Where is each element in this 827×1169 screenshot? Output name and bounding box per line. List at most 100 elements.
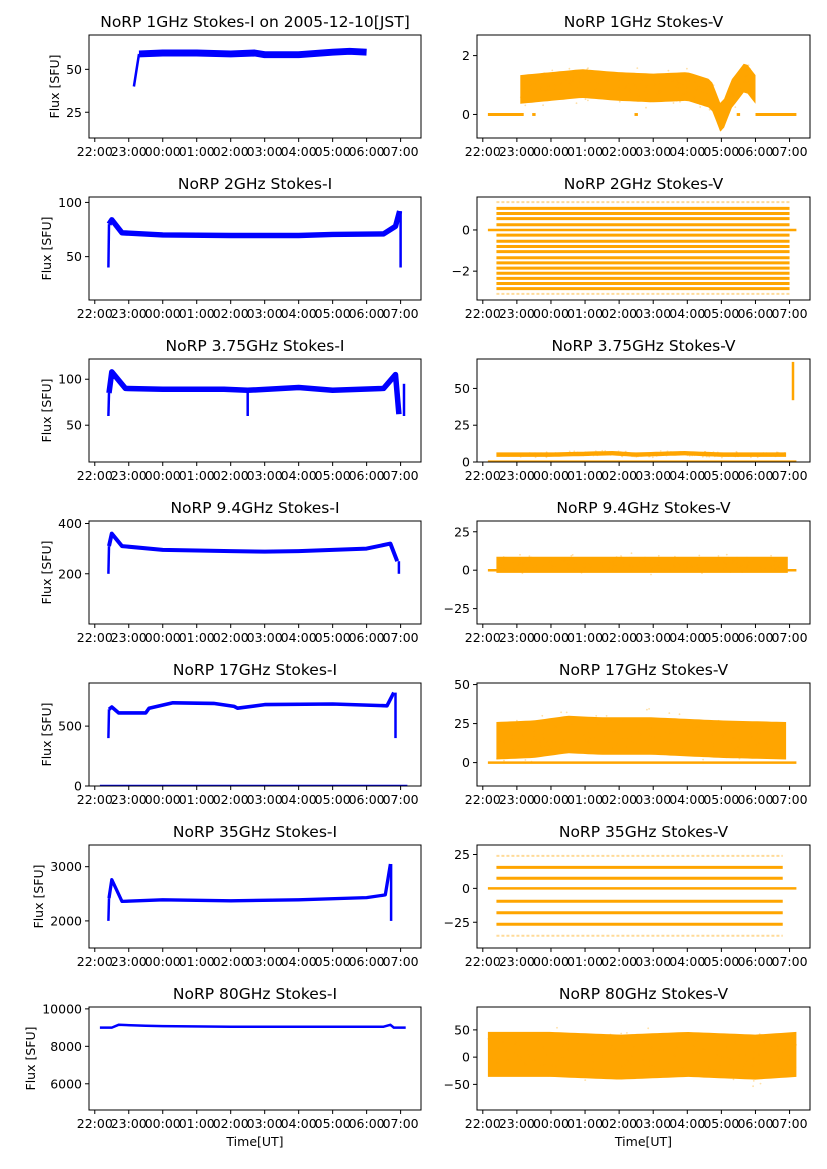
scatter-point	[498, 746, 501, 749]
x-tick-label: 02:00	[601, 954, 637, 969]
x-tick-label: 23:00	[499, 306, 535, 321]
scatter-point	[568, 453, 571, 456]
scatter-point	[652, 1065, 655, 1067]
scatter-point	[507, 455, 510, 457]
scatter-point	[610, 718, 612, 721]
scatter-point	[702, 1048, 705, 1051]
scatter-point	[643, 91, 645, 94]
scatter-point	[554, 744, 557, 747]
x-tick-label: 04:00	[669, 144, 705, 159]
scatter-point	[553, 741, 556, 744]
scatter-point	[606, 452, 609, 454]
scatter-point	[617, 87, 620, 89]
scatter-point	[680, 453, 683, 456]
subplot-title: NoRP 17GHz Stokes-V	[559, 661, 729, 679]
scatter-point	[644, 454, 647, 457]
scatter-point	[593, 1039, 596, 1041]
scatter-point	[609, 453, 612, 456]
x-tick-label: 07:00	[383, 1116, 419, 1131]
scatter-point	[679, 451, 682, 454]
scatter-point	[624, 450, 627, 453]
scatter-point	[655, 455, 658, 457]
scatter-point	[650, 1053, 653, 1056]
scatter-point	[532, 453, 535, 456]
scatter-point	[733, 90, 736, 93]
scatter-point	[578, 453, 580, 455]
scatter-point	[663, 742, 666, 744]
scatter-point	[684, 80, 687, 82]
scatter-point	[626, 1032, 628, 1034]
scatter-point	[643, 454, 646, 456]
scatter-point	[678, 564, 681, 567]
scatter-point	[648, 1060, 651, 1062]
scatter-point	[666, 728, 669, 731]
scatter-point	[728, 561, 731, 564]
scatter-point	[707, 559, 710, 562]
scatter-point	[751, 736, 754, 739]
scatter-point	[712, 741, 714, 744]
scatter-point	[622, 1057, 625, 1059]
scatter-point	[574, 453, 577, 455]
scatter-point	[762, 1041, 765, 1043]
scatter-point	[774, 455, 776, 458]
scatter-point	[534, 81, 536, 84]
scatter-point	[584, 567, 587, 569]
scatter-point	[696, 453, 698, 455]
scatter-point	[782, 1038, 785, 1041]
scatter-point	[628, 556, 631, 559]
scatter-point	[633, 455, 635, 458]
scatter-point	[770, 751, 773, 753]
x-tick-label: 02:00	[213, 306, 249, 321]
plot-area	[106, 369, 406, 417]
scatter-point	[571, 738, 574, 741]
scatter-point	[670, 738, 672, 741]
scatter-point	[516, 1054, 519, 1057]
scatter-point	[703, 1054, 705, 1057]
scatter-point	[704, 450, 707, 453]
scatter-point	[608, 742, 611, 744]
scatter-point	[496, 1057, 498, 1060]
scatter-point	[758, 732, 761, 734]
scatter-point	[712, 451, 715, 453]
series-level	[138, 47, 367, 59]
noise-band	[496, 451, 787, 457]
scatter-point	[753, 738, 756, 741]
subplot-title: NoRP 9.4GHz Stokes-V	[556, 499, 731, 517]
scatter-point	[725, 732, 728, 734]
scatter-point	[592, 557, 595, 560]
scatter-point	[551, 1064, 553, 1067]
scatter-point	[758, 1073, 761, 1075]
scatter-point	[522, 562, 525, 565]
subplot-11: 22:0023:0000:0001:0002:0003:0004:0005:00…	[444, 823, 811, 969]
scatter-point	[631, 1054, 633, 1057]
series-noise	[519, 63, 756, 132]
scatter-point	[671, 79, 673, 82]
scatter-point	[578, 451, 580, 454]
scatter-point	[530, 454, 533, 457]
axes-frame	[88, 34, 422, 139]
scatter-point	[657, 1049, 660, 1051]
x-tick-label: 06:00	[737, 792, 773, 807]
series-level	[107, 531, 400, 562]
scatter-point	[767, 733, 770, 736]
plot-area	[487, 63, 797, 132]
scatter-point	[608, 566, 610, 569]
scatter-point	[517, 744, 520, 747]
scatter-point	[774, 568, 776, 571]
scatter-point	[559, 89, 562, 92]
scatter-point	[613, 1048, 616, 1050]
scatter-point	[758, 1053, 760, 1056]
scatter-point	[747, 563, 749, 566]
x-tick-label: 04:00	[669, 630, 705, 645]
x-tick-label: 02:00	[213, 1116, 249, 1131]
scatter-point	[645, 84, 648, 87]
scatter-point	[604, 735, 607, 737]
y-tick-label: 0	[462, 455, 470, 470]
scatter-point	[607, 78, 610, 80]
x-tick-label: 02:00	[213, 954, 249, 969]
scatter-point	[615, 1046, 617, 1048]
scatter-point	[544, 455, 547, 457]
x-tick-label: 01:00	[179, 306, 215, 321]
x-tick-label: 07:00	[772, 144, 808, 159]
scatter-point	[640, 563, 643, 566]
